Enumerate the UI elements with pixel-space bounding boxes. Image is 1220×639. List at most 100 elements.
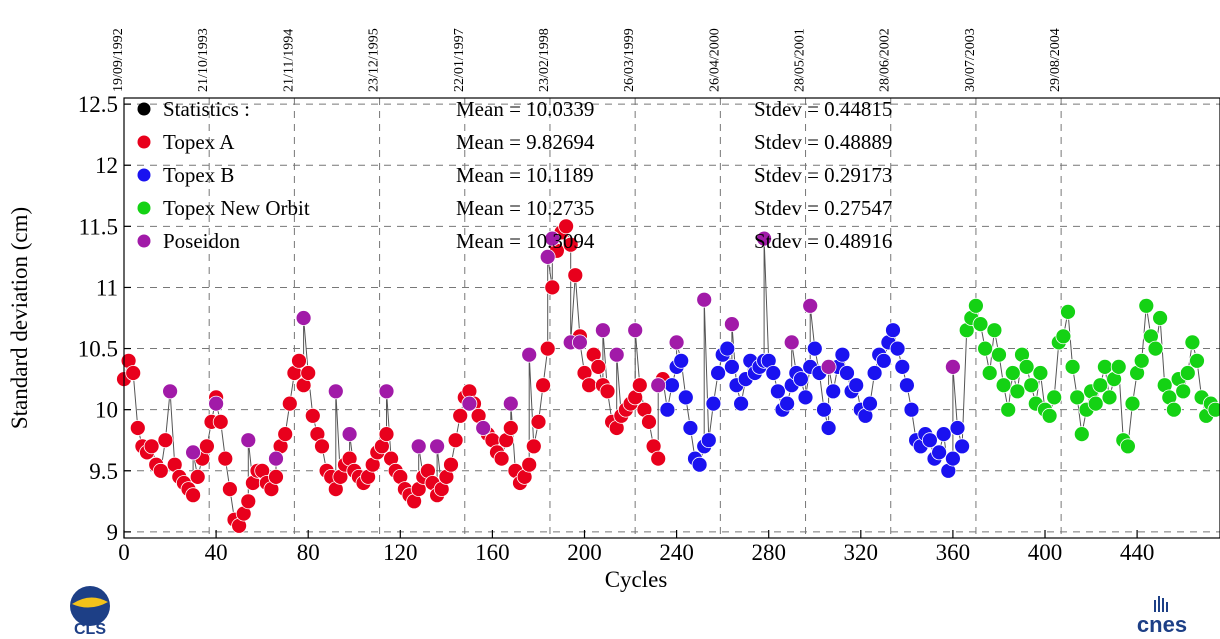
point-topex-a	[493, 450, 510, 467]
point-topex-a	[562, 236, 579, 253]
point-topex-new-orbit	[1175, 383, 1192, 400]
point-poseidon	[475, 420, 492, 436]
point-topex-new-orbit	[1032, 365, 1049, 381]
point-poseidon	[341, 426, 358, 443]
point-topex-new-orbit	[1184, 334, 1201, 351]
plot-frame	[123, 97, 1220, 539]
y-tick-label: 10.5	[78, 337, 118, 362]
point-poseidon	[539, 248, 556, 265]
point-poseidon	[461, 395, 478, 412]
x-tick-label: 360	[936, 540, 971, 565]
point-topex-new-orbit	[1147, 340, 1164, 357]
point-topex-a	[125, 365, 142, 381]
point-topex-new-orbit	[1097, 358, 1113, 375]
legend-mean: Mean = 10.2735	[456, 196, 594, 220]
point-topex-new-orbit	[991, 346, 1007, 363]
point-topex-new-orbit	[1000, 401, 1017, 418]
date-tick-label: 21/11/1994	[281, 29, 296, 92]
point-topex-b	[673, 352, 690, 369]
point-topex-b	[793, 371, 809, 388]
point-poseidon	[595, 322, 611, 339]
point-topex-b	[862, 395, 878, 412]
point-topex-b	[682, 420, 699, 436]
point-topex-a	[129, 420, 146, 436]
point-topex-b	[659, 401, 676, 418]
point-topex-a	[590, 358, 607, 375]
x-tick-label: 160	[475, 540, 510, 565]
point-topex-a	[212, 413, 229, 430]
point-topex-b	[691, 456, 708, 473]
point-topex-a	[189, 468, 206, 485]
point-topex-new-orbit	[1060, 303, 1076, 320]
point-topex-new-orbit	[1092, 377, 1109, 394]
y-tick-label: 9	[107, 520, 119, 545]
point-poseidon	[572, 334, 588, 351]
point-topex-a	[378, 426, 395, 443]
point-topex-b	[839, 365, 855, 381]
point-poseidon	[521, 346, 538, 363]
point-topex-a	[502, 420, 519, 436]
point-topex-b	[903, 401, 920, 418]
point-topex-b	[885, 322, 901, 339]
point-topex-new-orbit	[1138, 297, 1155, 314]
point-topex-a	[221, 481, 238, 498]
date-tick-label: 30/07/2003	[963, 28, 978, 92]
legend-stdev: Stdev = 0.48889	[754, 130, 892, 154]
y-tick-label: 9.5	[89, 459, 118, 484]
point-topex-b	[949, 420, 966, 436]
point-topex-b	[797, 389, 814, 406]
point-poseidon	[410, 438, 427, 455]
point-topex-a	[631, 377, 648, 394]
date-tick-label: 23/12/1995	[367, 28, 382, 92]
legend-mean: Mean = 9.82694	[456, 130, 595, 154]
point-topex-new-orbit	[1101, 389, 1118, 406]
cls-logo-text: CLS	[74, 621, 106, 638]
point-topex-b	[733, 395, 749, 412]
point-poseidon	[783, 334, 800, 351]
point-topex-b	[954, 438, 970, 455]
point-poseidon	[327, 383, 344, 400]
legend-label: Topex B	[163, 163, 234, 187]
x-tick-label: 280	[751, 540, 786, 565]
point-poseidon	[268, 450, 284, 467]
point-topex-a	[152, 462, 169, 479]
point-topex-new-orbit	[1124, 395, 1141, 412]
date-tick-label: 29/08/2004	[1048, 28, 1063, 92]
point-poseidon	[756, 230, 772, 247]
point-topex-a	[599, 383, 616, 400]
point-topex-a	[185, 487, 202, 504]
point-topex-new-orbit	[1073, 426, 1090, 443]
point-poseidon	[608, 346, 625, 363]
point-topex-a	[157, 432, 174, 449]
point-topex-new-orbit	[1018, 358, 1035, 375]
point-poseidon	[378, 383, 395, 400]
point-poseidon	[544, 230, 561, 247]
x-tick-label: 320	[844, 540, 879, 565]
y-axis-label: Standard deviation (cm)	[7, 207, 32, 429]
point-topex-a	[650, 450, 667, 467]
point-topex-a	[539, 340, 556, 357]
point-topex-a	[143, 438, 160, 455]
grid-lines	[123, 98, 1220, 538]
legend-stdev: Stdev = 0.27547	[754, 196, 892, 220]
cls-swoosh-icon	[72, 597, 108, 608]
point-poseidon	[429, 438, 446, 455]
point-topex-new-orbit	[977, 340, 993, 357]
point-poseidon	[502, 395, 519, 412]
legend-label: Topex A	[163, 130, 235, 154]
point-topex-b	[922, 432, 938, 449]
legend-label: Statistics :	[163, 97, 250, 121]
legend-marker	[137, 168, 151, 182]
point-topex-b	[875, 352, 892, 369]
point-topex-new-orbit	[1133, 352, 1150, 369]
point-poseidon	[696, 291, 713, 308]
date-tick-label: 26/04/2000	[707, 28, 722, 92]
point-poseidon	[240, 432, 257, 449]
point-topex-a	[277, 426, 294, 443]
point-topex-new-orbit	[1189, 352, 1205, 369]
point-topex-new-orbit	[1009, 383, 1026, 400]
point-topex-a	[447, 432, 464, 449]
point-topex-b	[700, 432, 717, 449]
point-topex-new-orbit	[1110, 358, 1127, 375]
point-topex-a	[530, 413, 547, 430]
